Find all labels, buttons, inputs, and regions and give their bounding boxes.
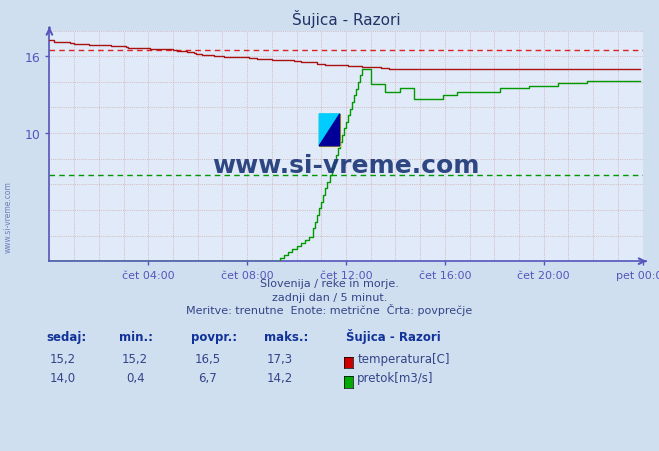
Text: maks.:: maks.: bbox=[264, 331, 308, 344]
Text: 15,2: 15,2 bbox=[122, 352, 148, 365]
Title: Šujica - Razori: Šujica - Razori bbox=[292, 9, 400, 28]
Text: 0,4: 0,4 bbox=[126, 371, 144, 384]
Text: povpr.:: povpr.: bbox=[191, 331, 237, 344]
Text: temperatura[C]: temperatura[C] bbox=[357, 352, 449, 365]
Text: zadnji dan / 5 minut.: zadnji dan / 5 minut. bbox=[272, 292, 387, 302]
Text: Slovenija / reke in morje.: Slovenija / reke in morje. bbox=[260, 278, 399, 288]
Bar bbox=[319, 115, 340, 147]
Text: 15,2: 15,2 bbox=[49, 352, 76, 365]
Text: 14,0: 14,0 bbox=[49, 371, 76, 384]
Text: min.:: min.: bbox=[119, 331, 153, 344]
Text: sedaj:: sedaj: bbox=[46, 331, 86, 344]
Text: pretok[m3/s]: pretok[m3/s] bbox=[357, 371, 434, 384]
Polygon shape bbox=[319, 115, 340, 147]
Polygon shape bbox=[319, 115, 340, 147]
Text: Šujica - Razori: Šujica - Razori bbox=[346, 328, 441, 344]
Text: www.si-vreme.com: www.si-vreme.com bbox=[212, 154, 480, 178]
Text: 14,2: 14,2 bbox=[267, 371, 293, 384]
Text: 16,5: 16,5 bbox=[194, 352, 221, 365]
Text: 6,7: 6,7 bbox=[198, 371, 217, 384]
Text: Meritve: trenutne  Enote: metrične  Črta: povprečje: Meritve: trenutne Enote: metrične Črta: … bbox=[186, 304, 473, 315]
Text: www.si-vreme.com: www.si-vreme.com bbox=[4, 180, 13, 253]
Text: 17,3: 17,3 bbox=[267, 352, 293, 365]
